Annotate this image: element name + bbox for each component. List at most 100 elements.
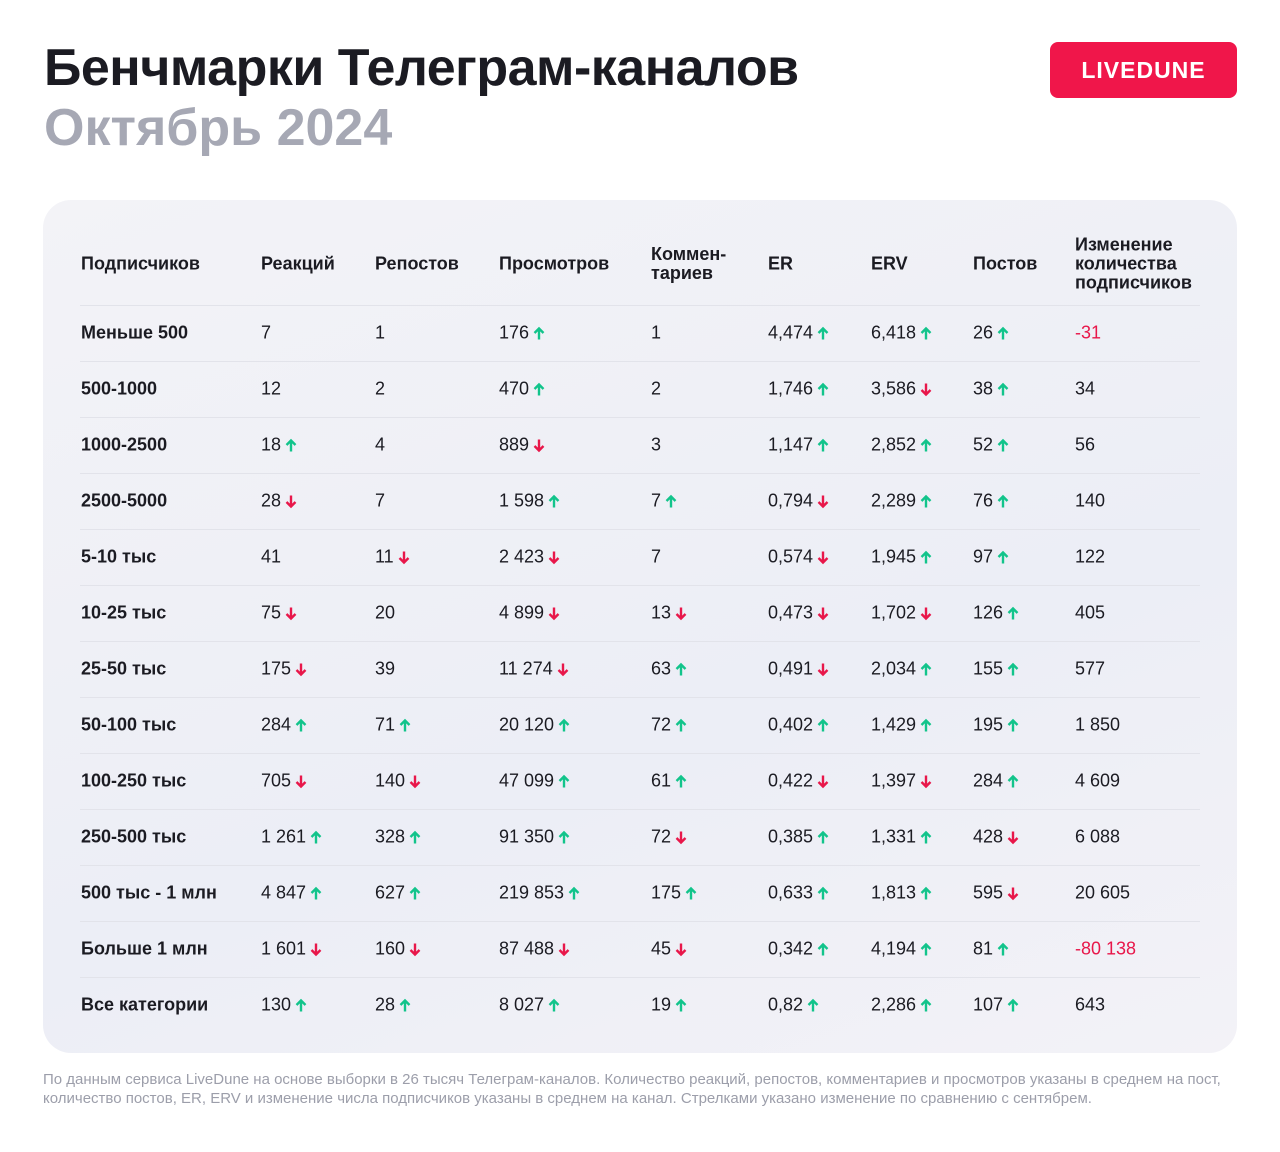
cell-value: 219 853: [499, 882, 565, 903]
cell: 428: [973, 827, 1019, 848]
trend-up: [295, 998, 307, 1011]
row-separator: [80, 529, 1200, 530]
cell-value: 3: [651, 434, 662, 455]
cell-value: 4,474: [768, 322, 814, 343]
cell: 1: [375, 323, 385, 344]
cell: 284: [261, 715, 307, 736]
cell: 28: [375, 995, 411, 1016]
trend-up: [997, 438, 1009, 451]
row-label: 250-500 тыс: [81, 826, 187, 847]
cell-value: 63: [651, 658, 672, 679]
trend-up: [399, 718, 411, 731]
column-header: ERV: [871, 253, 908, 274]
cell-value: 705: [261, 770, 292, 791]
cell: 6 088: [1075, 827, 1120, 848]
trend-down: [409, 775, 421, 788]
row-label: 1000-2500: [81, 434, 168, 455]
cell: 26: [973, 323, 1009, 344]
cell: 45: [651, 939, 687, 960]
cell-value: 1 598: [499, 490, 545, 511]
cell: 130: [261, 995, 307, 1016]
cell-value: 97: [973, 546, 994, 567]
trend-up: [295, 718, 307, 731]
row-separator: [80, 417, 1200, 418]
trend-up: [997, 326, 1009, 339]
trend-up: [1007, 718, 1019, 731]
column-header: Постов: [973, 253, 1038, 274]
cell: 3: [651, 435, 661, 456]
cell-value: 1,746: [768, 378, 814, 399]
trend-down: [295, 663, 307, 676]
cell: 0,422: [768, 771, 829, 792]
cell: 18: [261, 435, 297, 456]
cell-value: 1,945: [871, 546, 917, 567]
cell-value: 0,491: [768, 658, 814, 679]
trend-up: [817, 718, 829, 731]
row-separator: [80, 305, 1200, 306]
cell-value: 4,194: [871, 938, 917, 959]
cell: 126: [973, 603, 1019, 624]
cell-value: 0,342: [768, 938, 814, 959]
cell: 8 027: [499, 995, 560, 1016]
cell-value: 1,397: [871, 770, 917, 791]
trend-up: [409, 830, 421, 843]
cell-value: 72: [651, 714, 672, 735]
row-separator: [80, 753, 1200, 754]
cell: 2 423: [499, 547, 560, 568]
cell: 0,794: [768, 491, 829, 512]
cell-value: 2,034: [871, 658, 917, 679]
cell-value: 6,418: [871, 322, 917, 343]
cell: 12: [261, 379, 281, 400]
trend-up: [675, 998, 687, 1011]
subtitle: Октябрь 2024: [44, 99, 393, 157]
cell: 2,852: [871, 435, 932, 456]
column-header: Просмотров: [499, 253, 610, 274]
trend-up: [997, 550, 1009, 563]
cell: 176: [499, 323, 545, 344]
trend-up: [409, 886, 421, 899]
cell-value: -31: [1075, 322, 1102, 343]
cell: 0,491: [768, 659, 829, 680]
trend-down: [817, 551, 829, 564]
cell-value: 2: [651, 378, 662, 399]
cell-value: 18: [261, 434, 282, 455]
cell: 284: [973, 771, 1019, 792]
trend-up: [675, 774, 687, 787]
row-label: 2500-5000: [81, 490, 168, 511]
column-header: Подписчиков: [81, 253, 200, 274]
cell-value: 328: [375, 826, 406, 847]
cell: 1,147: [768, 435, 829, 456]
title: Бенчмарки Телеграм-каналов: [44, 39, 799, 97]
cell: 34: [1075, 379, 1095, 400]
cell: 4 899: [499, 603, 560, 624]
cell: 160: [375, 939, 421, 960]
row-label: 100-250 тыс: [81, 770, 187, 791]
cell: 41: [261, 547, 281, 568]
trend-up: [558, 830, 570, 843]
cell-value: 595: [973, 882, 1004, 903]
trend-down: [920, 383, 932, 396]
cell: 72: [651, 827, 687, 848]
trend-down: [817, 775, 829, 788]
cell: 4,474: [768, 323, 829, 344]
cell: 4 609: [1075, 771, 1120, 792]
cell-value: 1,147: [768, 434, 814, 455]
trend-up: [920, 718, 932, 731]
cell: 97: [973, 547, 1009, 568]
cell-value: 4: [375, 434, 386, 455]
trend-up: [533, 382, 545, 395]
trend-down: [310, 943, 322, 956]
cell-value: 107: [973, 994, 1004, 1015]
cell: 0,574: [768, 547, 829, 568]
cell-value: 7: [651, 490, 662, 511]
cell-value: 56: [1075, 434, 1096, 455]
cell: 1,397: [871, 771, 932, 792]
cell-value: 155: [973, 658, 1004, 679]
cell: 75: [261, 603, 297, 624]
trend-up: [1007, 606, 1019, 619]
cell: 643: [1075, 995, 1105, 1016]
trend-up: [807, 998, 819, 1011]
table-card: [43, 200, 1237, 1053]
cell-value: -80 138: [1075, 938, 1137, 959]
cell-value: 175: [261, 658, 292, 679]
